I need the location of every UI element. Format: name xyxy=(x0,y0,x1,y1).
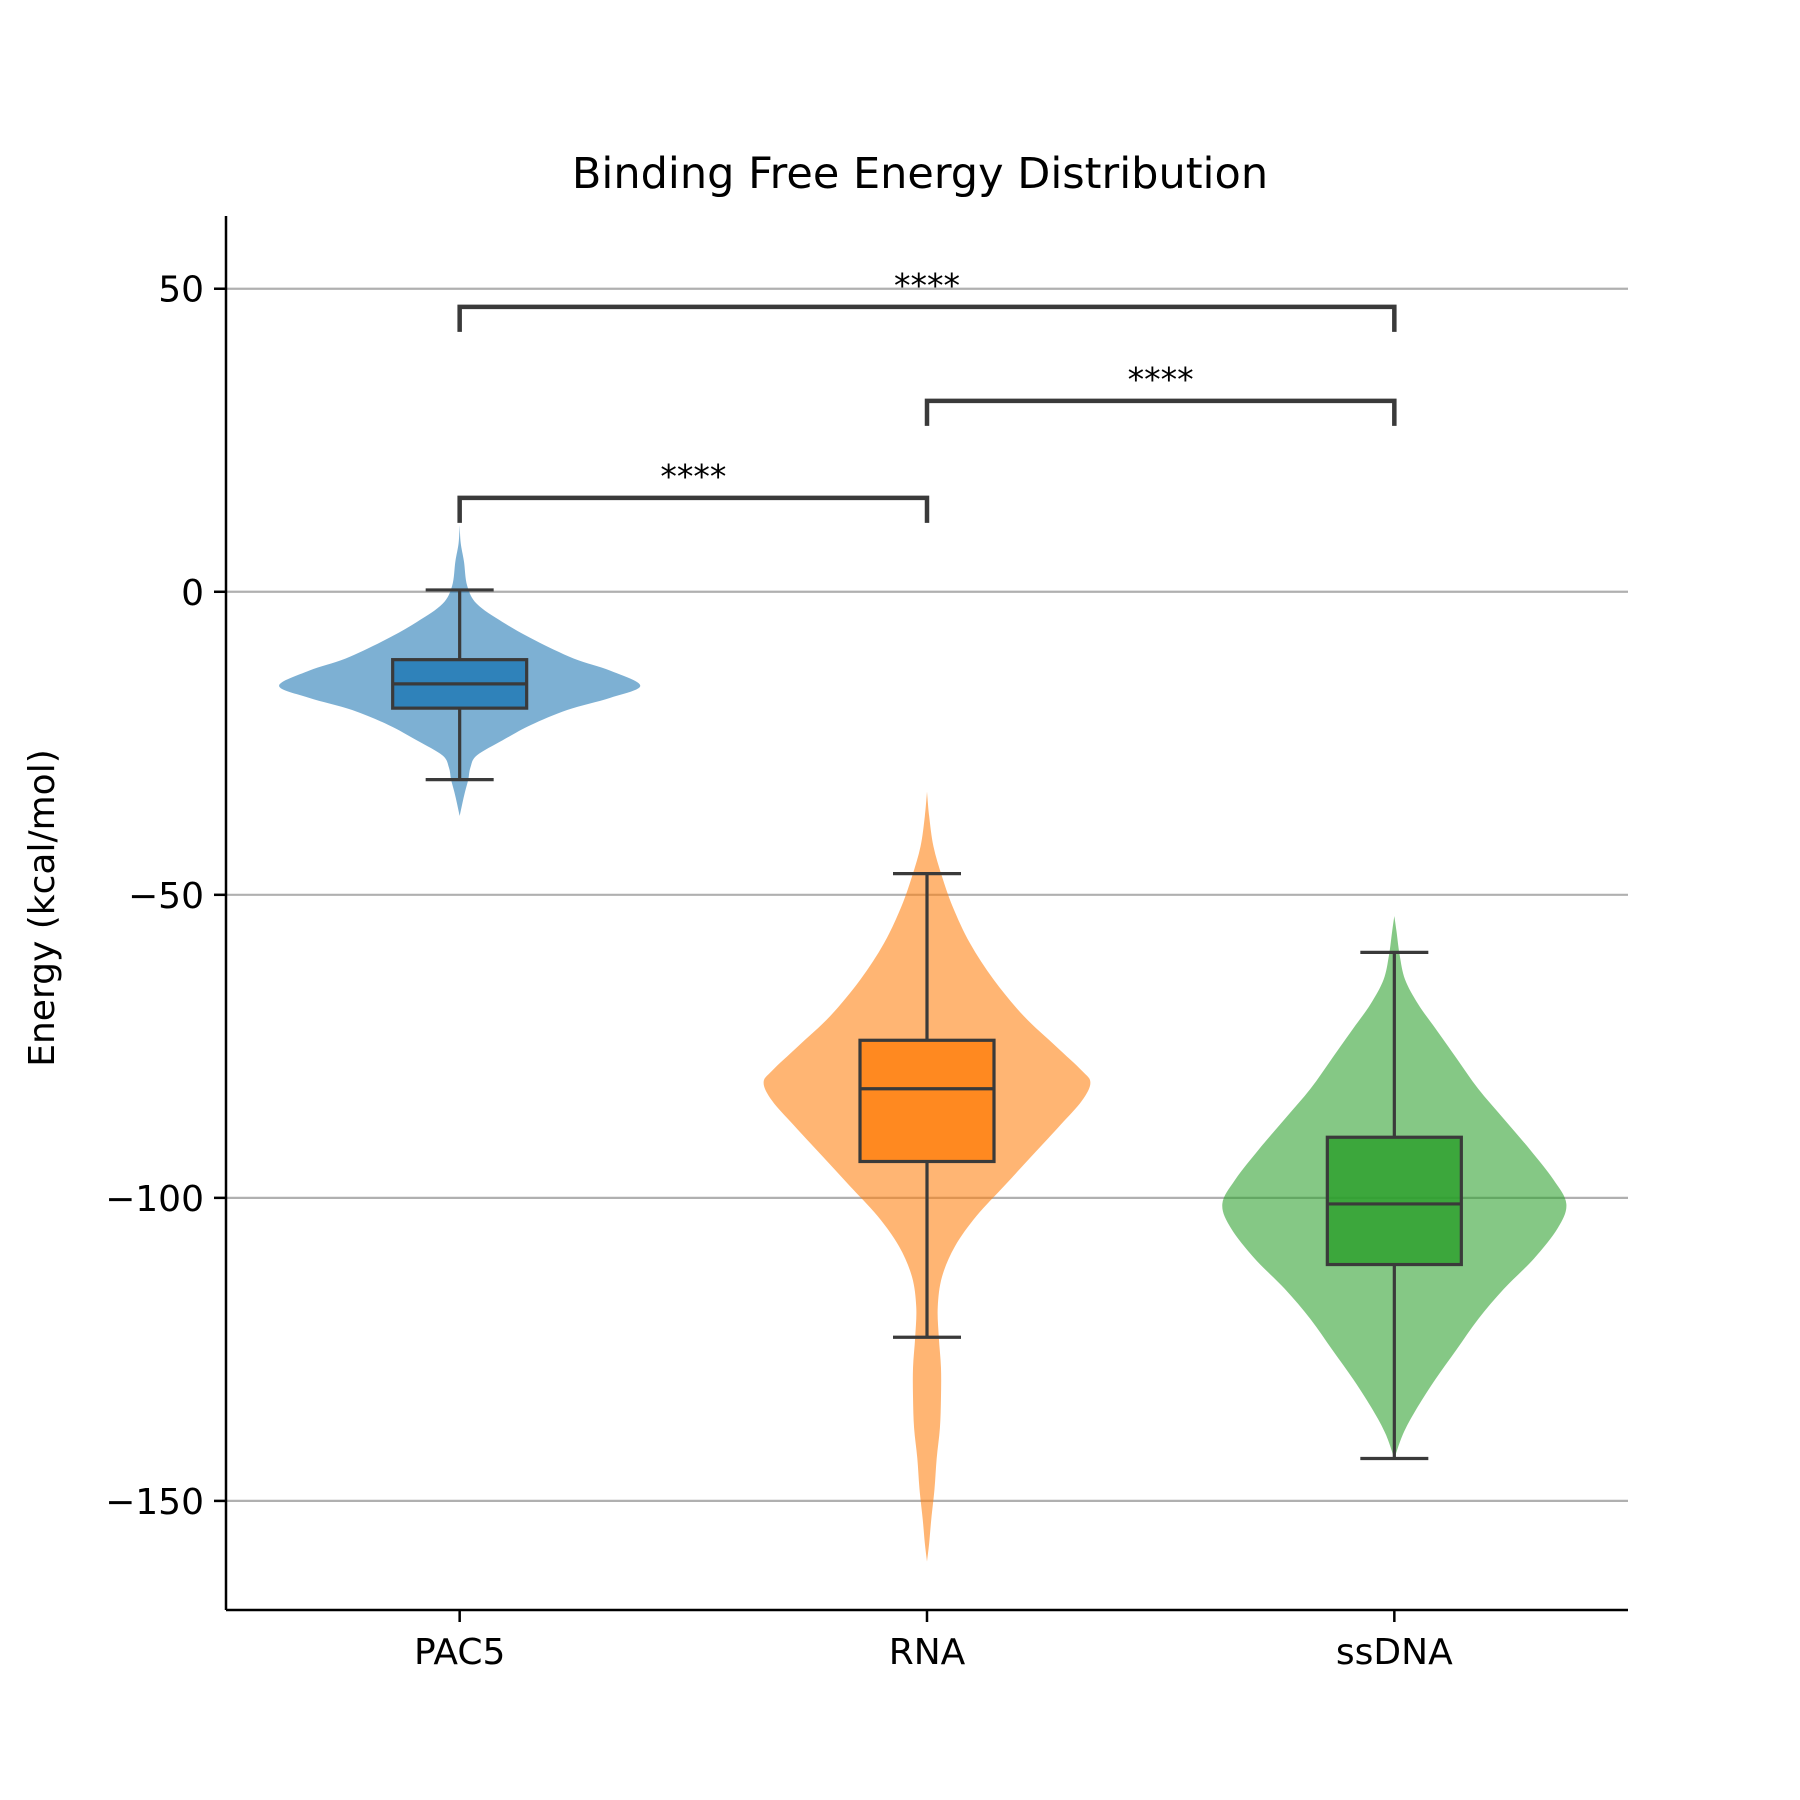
x-tick-label: RNA xyxy=(889,1632,966,1673)
sig-bracket: **** xyxy=(924,360,1397,426)
box-ssdna xyxy=(1325,950,1463,1461)
sig-bracket-line xyxy=(924,398,1397,426)
sig-label: **** xyxy=(894,266,960,305)
y-tick-label: 50 xyxy=(158,270,204,311)
axes: 50 0 −50 −100 −150 PAC5 RNA ssDNA xyxy=(105,216,1628,1673)
sig-bracket: **** xyxy=(457,457,930,523)
y-axis-label: Energy (kcal/mol) xyxy=(22,749,63,1067)
sig-bracket: **** xyxy=(457,266,1397,332)
y-tick-label: 0 xyxy=(181,573,204,614)
box-pac5 xyxy=(391,588,529,782)
x-tick-label: PAC5 xyxy=(414,1632,505,1673)
y-tick-label: −150 xyxy=(105,1482,204,1523)
box-rna xyxy=(858,872,996,1339)
y-tick-label: −100 xyxy=(105,1179,204,1220)
iqr-box xyxy=(858,1038,996,1164)
x-tick-label: ssDNA xyxy=(1336,1632,1453,1673)
iqr-box xyxy=(1325,1135,1463,1267)
chart-title: Binding Free Energy Distribution xyxy=(572,149,1268,199)
sig-bracket-line xyxy=(457,495,930,523)
sig-label: **** xyxy=(1128,360,1194,399)
y-tick-label: −50 xyxy=(128,876,204,917)
sig-bracket-line xyxy=(457,304,1397,332)
box-plots xyxy=(391,588,1463,1461)
sig-label: **** xyxy=(660,457,726,496)
significance-brackets: **** **** **** xyxy=(457,266,1397,523)
